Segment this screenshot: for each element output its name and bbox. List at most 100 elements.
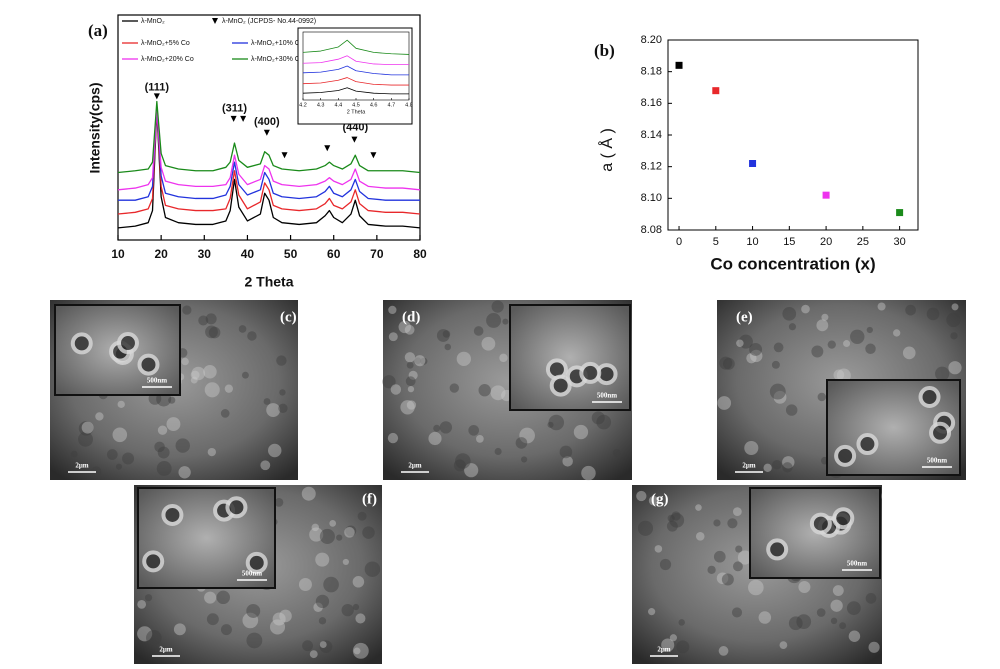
sem-grain <box>81 421 94 434</box>
sem-grain <box>319 640 333 653</box>
sem-ring <box>856 433 879 456</box>
sem-image: (f) 2μm 500nm <box>134 485 382 664</box>
sem-grain <box>473 326 484 336</box>
x-tick-label: 0 <box>676 236 682 248</box>
sem-grain <box>198 315 209 326</box>
sem-grain <box>90 466 102 477</box>
sem-grain <box>654 545 663 553</box>
sem-image: (e) 2μm 500nm <box>717 300 966 480</box>
x-tick-label: 20 <box>154 247 168 261</box>
sem-grain <box>115 463 122 470</box>
x-tick-label: 10 <box>111 247 125 261</box>
y-tick-label: 8.20 <box>641 34 662 46</box>
sem-grain <box>206 613 219 626</box>
sem-grain <box>843 340 851 348</box>
sem-grain <box>612 449 621 457</box>
sem-grain <box>406 400 417 410</box>
sem-grain <box>247 331 257 341</box>
sem-grain <box>144 594 153 602</box>
legend-label: λ-MnO₂+30% Co <box>251 56 304 63</box>
x-tick-label: 15 <box>783 236 795 248</box>
y-tick-label: 8.18 <box>641 66 662 78</box>
sem-grain <box>220 409 230 418</box>
sem-grain <box>298 578 312 592</box>
sem-ring <box>918 386 941 409</box>
sem-grain <box>548 414 565 431</box>
sem-grain <box>208 326 221 339</box>
sem-grain <box>738 334 753 349</box>
sem-grain <box>382 375 396 389</box>
sem-grain <box>398 320 411 334</box>
panel-label: (a) <box>88 21 108 40</box>
sem-inset <box>749 487 881 579</box>
sem-grain <box>713 519 721 527</box>
sem-grain <box>207 447 216 457</box>
sem-grain <box>439 421 453 434</box>
sem-grain <box>78 431 94 447</box>
sem-grain <box>117 400 125 409</box>
sem-grain <box>352 603 360 611</box>
sem-grain <box>400 400 415 415</box>
sem-grain <box>713 550 726 563</box>
sem-grain <box>830 617 838 625</box>
sem-grain <box>491 300 504 313</box>
sem-grain <box>309 527 324 542</box>
plot-frame <box>117 14 421 241</box>
x-tick-label: 30 <box>198 247 212 261</box>
sem-grain <box>353 647 361 655</box>
line-series <box>117 109 421 229</box>
sem-grain <box>732 507 742 517</box>
sem-grain <box>414 357 422 364</box>
sem-grain <box>444 343 452 351</box>
legend-label: λ-MnO₂ (JCPDS- No.44-0992) <box>222 18 316 25</box>
sem-grain <box>750 349 763 363</box>
sem-grain <box>736 339 744 348</box>
sem-grain <box>146 630 162 646</box>
sem-ring <box>809 512 832 535</box>
sem-grain <box>749 342 763 356</box>
line-series <box>118 106 420 201</box>
sem-grain <box>352 576 365 588</box>
sem-grain <box>821 313 829 321</box>
sem-ring <box>70 332 93 355</box>
sem-grain <box>669 634 677 642</box>
sem-grain <box>773 342 784 353</box>
reference-marker <box>370 152 377 159</box>
sem-grain <box>573 424 589 440</box>
line-series <box>117 106 421 191</box>
sem-grain <box>478 384 491 397</box>
sem-grain <box>204 382 220 398</box>
sem-grain <box>476 434 484 443</box>
sem-grain <box>428 431 442 446</box>
sem-grain <box>798 581 811 594</box>
sem-grain <box>659 558 672 571</box>
sem-grain <box>344 527 355 538</box>
peak-label: (311) <box>222 102 247 114</box>
sem-grain <box>278 403 288 414</box>
sem-grain <box>388 332 398 342</box>
sem-grain <box>839 622 847 630</box>
legend-label: λ-MnO₂ <box>141 18 165 25</box>
sem-grain <box>801 304 810 314</box>
sem-grain <box>721 573 734 586</box>
sem-grain <box>935 366 950 381</box>
sem-grain <box>868 641 880 653</box>
x-tick-label: 4.4 <box>335 102 343 108</box>
x-tick-label: 20 <box>820 236 832 248</box>
sem-grain <box>811 345 824 358</box>
scale-label: 2μm <box>742 462 755 470</box>
sem-grain <box>78 421 94 436</box>
x-tick-label: 30 <box>893 236 905 248</box>
sem-grain <box>168 396 176 404</box>
image-label: (e) <box>736 309 753 325</box>
x-tick-label: 4.2 <box>299 102 307 108</box>
sem-grain <box>865 593 877 604</box>
sem-grain <box>387 432 399 444</box>
sem-grain <box>905 304 916 316</box>
legend-marker <box>212 18 218 24</box>
sem-grain <box>309 650 318 659</box>
legend-label: λ-MnO₂+10% Co <box>251 40 304 47</box>
sem-grain <box>166 417 181 432</box>
sem-grain <box>893 329 901 337</box>
sem-grain <box>246 632 263 649</box>
